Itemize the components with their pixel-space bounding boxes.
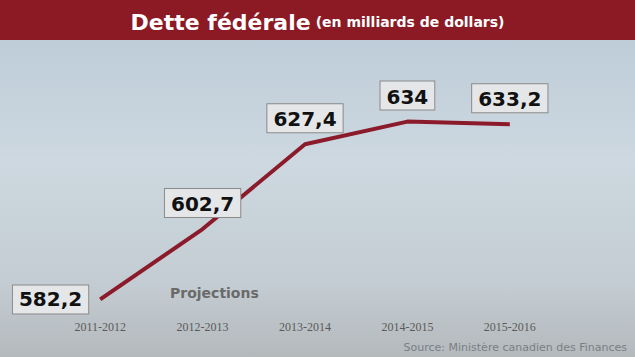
- svg-text:602,7: 602,7: [171, 192, 234, 216]
- svg-text:627,4: 627,4: [273, 107, 336, 131]
- svg-text:2011-2012: 2011-2012: [74, 320, 126, 334]
- svg-text:2014-2015: 2014-2015: [381, 320, 433, 334]
- svg-text:2015-2016: 2015-2016: [484, 320, 536, 334]
- svg-text:633,2: 633,2: [478, 87, 541, 111]
- svg-text:Projections: Projections: [170, 285, 259, 301]
- svg-text:Dette fédérale: Dette fédérale: [131, 10, 311, 35]
- svg-text:2012-2013: 2012-2013: [177, 320, 229, 334]
- svg-text:634: 634: [387, 85, 429, 109]
- svg-text:Source: Ministère canadien des: Source: Ministère canadien des Finances: [404, 341, 628, 354]
- svg-text:2013-2014: 2013-2014: [279, 320, 331, 334]
- svg-text:(en milliards de dollars): (en milliards de dollars): [316, 14, 505, 30]
- svg-text:582,2: 582,2: [19, 287, 82, 311]
